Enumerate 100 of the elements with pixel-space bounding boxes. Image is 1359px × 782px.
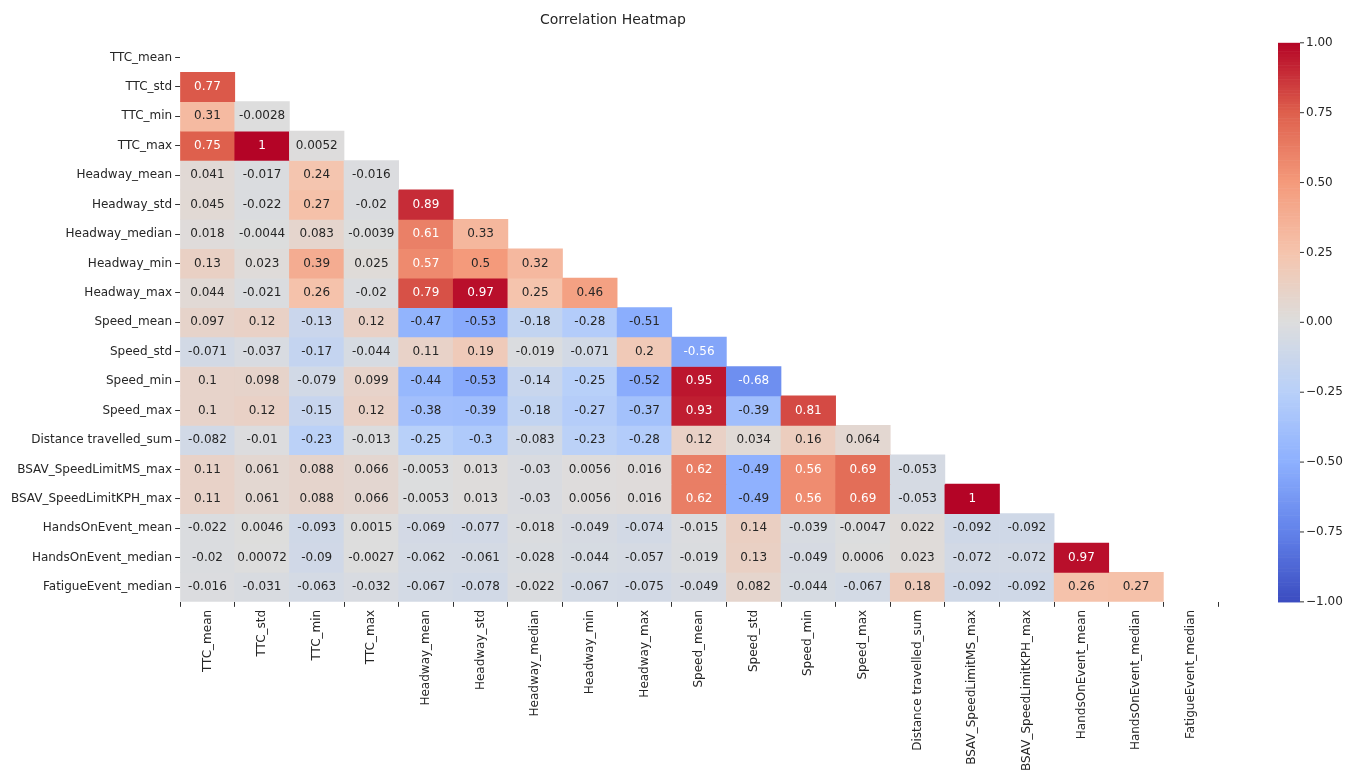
- data-label: -0.02: [355, 196, 387, 211]
- data-label: -0.044: [351, 343, 391, 358]
- data-label: -0.03: [519, 461, 551, 476]
- data-label: 0.041: [190, 167, 225, 182]
- x-tick-label: Distance travelled_sum: [909, 609, 924, 751]
- data-label: -0.47: [410, 314, 442, 329]
- data-label: -0.072: [1007, 549, 1047, 564]
- data-label: -0.23: [574, 432, 606, 447]
- data-label: 0.099: [354, 373, 389, 388]
- data-label: 0.066: [354, 461, 389, 476]
- data-label: 0.022: [900, 520, 935, 535]
- data-label: -0.52: [628, 373, 660, 388]
- data-label: -0.016: [351, 167, 391, 182]
- x-tick-label: BSAV_SpeedLimitKPH_max: [1018, 609, 1033, 772]
- data-label: 0.62: [685, 490, 713, 505]
- data-label: -0.031: [242, 579, 282, 594]
- data-label: 0.097: [190, 314, 225, 329]
- data-label: -0.25: [574, 373, 606, 388]
- data-label: -0.0039: [348, 226, 395, 241]
- data-label: -0.078: [461, 579, 500, 594]
- data-label: 0.1: [197, 402, 218, 417]
- data-label: -0.022: [515, 579, 555, 594]
- data-label: 0.025: [354, 255, 389, 270]
- data-label: 0.088: [299, 461, 334, 476]
- data-label: -0.15: [301, 402, 333, 417]
- data-label: -0.019: [515, 343, 555, 358]
- data-label: 0.81: [794, 402, 822, 417]
- data-label: 0.013: [463, 461, 498, 476]
- x-tick-label: Headway_max: [636, 609, 651, 698]
- y-tick-label: FatigueEvent_median: [42, 579, 173, 594]
- y-tick-label: TTC_mean: [108, 49, 173, 64]
- data-label: 0.25: [521, 285, 549, 300]
- data-label: 0.89: [412, 196, 440, 211]
- data-label: -0.022: [242, 196, 282, 211]
- y-tick-label: Headway_median: [65, 226, 173, 241]
- data-label: -0.18: [519, 314, 551, 329]
- data-label: -0.53: [465, 373, 497, 388]
- data-label: 0.5: [471, 255, 491, 270]
- x-tick-label: FatigueEvent_median: [1182, 609, 1197, 740]
- data-label: 0.061: [244, 490, 280, 505]
- data-label: -0.0044: [238, 226, 286, 241]
- y-tick-label: Speed_mean: [94, 314, 173, 329]
- color-bar-label: −0.75: [1306, 524, 1343, 539]
- data-label: 0.12: [248, 314, 276, 329]
- data-label: 0.1: [197, 373, 218, 388]
- data-label: 0.12: [357, 402, 385, 417]
- data-label: -0.049: [679, 579, 719, 594]
- data-label: -0.092: [1007, 520, 1047, 535]
- data-label: -0.028: [515, 549, 555, 564]
- data-label: 0.32: [521, 255, 549, 270]
- data-label: 0.083: [299, 226, 334, 241]
- data-label: -0.083: [515, 432, 555, 447]
- data-label: 0.12: [357, 314, 385, 329]
- x-tick-label: TTC_min: [308, 609, 323, 662]
- data-label: -0.079: [297, 373, 337, 388]
- y-tick-label: Headway_min: [87, 255, 173, 270]
- color-bar-label: 0.25: [1306, 244, 1333, 259]
- y-tick-label: TTC_min: [120, 108, 173, 123]
- data-label: -0.071: [188, 343, 227, 358]
- data-label: -0.27: [574, 402, 606, 417]
- data-label: 0.75: [194, 137, 221, 152]
- data-label: 0.79: [412, 285, 440, 300]
- data-label: 0.045: [190, 196, 225, 211]
- data-label: 0.11: [412, 343, 440, 358]
- data-label: 0.066: [354, 490, 389, 505]
- data-label: -0.28: [628, 432, 660, 447]
- data-label: 0.77: [194, 79, 221, 94]
- data-label: 0.26: [303, 285, 331, 300]
- data-label: -0.18: [519, 402, 551, 417]
- data-label: 0.46: [576, 285, 604, 300]
- data-label: -0.68: [738, 373, 770, 388]
- color-bar-label: 0.75: [1306, 104, 1333, 119]
- data-label: 0.13: [740, 549, 768, 564]
- data-label: -0.057: [625, 549, 664, 564]
- data-label: 0.12: [685, 432, 713, 447]
- data-label: 0.27: [1122, 579, 1150, 594]
- data-label: -0.053: [898, 490, 937, 505]
- data-label: -0.09: [301, 549, 333, 564]
- data-label: 1: [258, 137, 266, 152]
- data-label: 0.26: [1068, 579, 1095, 594]
- data-label: 0.016: [627, 490, 662, 505]
- data-label: -0.015: [679, 520, 719, 535]
- x-tick-label: Speed_std: [745, 609, 760, 673]
- data-label: -0.074: [625, 520, 664, 535]
- data-label: 0.0052: [295, 137, 338, 152]
- data-label: 0.0006: [841, 549, 884, 564]
- data-label: 0.018: [190, 226, 225, 241]
- data-label: -0.067: [570, 579, 610, 594]
- data-label: 0.013: [463, 490, 498, 505]
- x-tick-label: HandsOnEvent_mean: [1073, 609, 1088, 740]
- data-label: -0.0028: [238, 108, 286, 123]
- data-label: -0.067: [843, 579, 883, 594]
- data-label: -0.044: [788, 579, 828, 594]
- x-tick-label: TTC_std: [254, 609, 269, 658]
- y-tick-label: Distance travelled_sum: [31, 432, 173, 447]
- data-label: -0.13: [301, 314, 333, 329]
- y-tick-label: Speed_max: [102, 402, 173, 417]
- data-label: 0.93: [685, 402, 713, 417]
- data-label: -0.14: [519, 373, 551, 388]
- x-tick-label: Headway_median: [527, 609, 542, 717]
